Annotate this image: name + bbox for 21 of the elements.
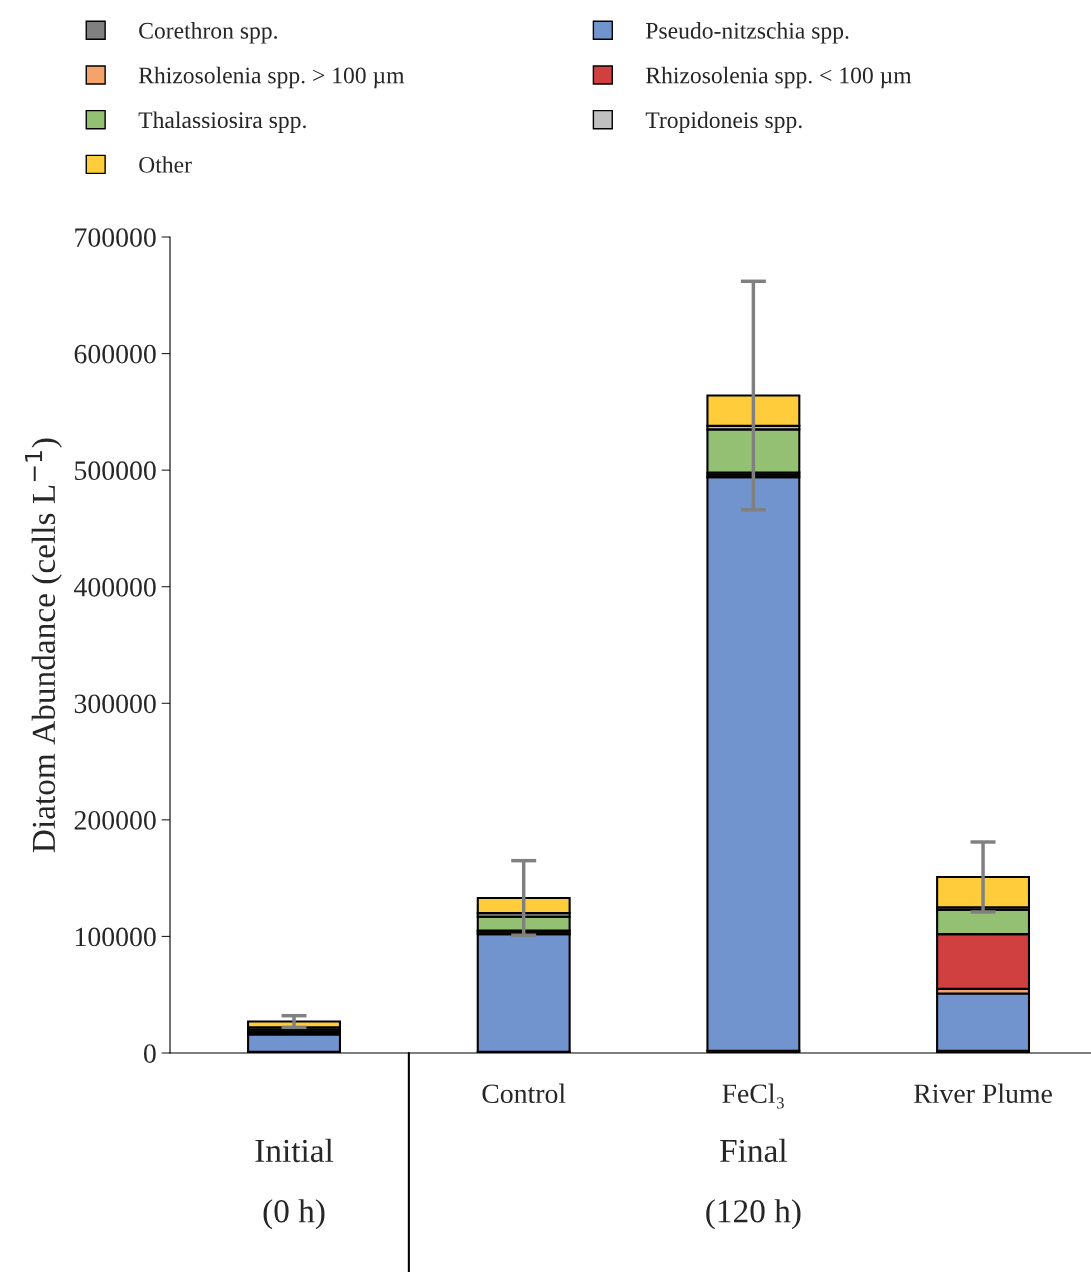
y-tick-label: 700000 <box>75 228 156 247</box>
legend-label: Tropidoneis spp. <box>645 111 802 133</box>
legend-label: Other <box>139 156 192 173</box>
y-tick-label: 300000 <box>74 694 156 714</box>
x-tick-label: Control <box>482 1083 566 1104</box>
legend-label: Thalassiosira spp. <box>138 111 306 133</box>
y-tick-label: 600000 <box>74 344 156 364</box>
legend-label: Corethron spp. <box>139 22 277 44</box>
text: Final (120 h) <box>706 1138 801 1230</box>
text: Initial (0 h) <box>255 1138 334 1230</box>
y-tick-label: 100000 <box>75 927 156 947</box>
x-tick-label: FeCl₃ <box>722 1083 784 1109</box>
y-tick-label: 200000 <box>74 811 156 830</box>
legend-label: Rhizosolenia spp. > 100 µm <box>138 66 405 89</box>
x-tick-label: River Plume <box>914 1083 1052 1104</box>
y-tick-label: 400000 <box>74 577 156 597</box>
legend-label: Pseudo-nitzschia spp. <box>646 22 849 44</box>
y-tick-label: 500000 <box>75 461 156 481</box>
y-tick-label: 0 <box>143 1044 156 1063</box>
y-axis-title: Diatom Abundance (cells L$^{−1}$) <box>25 438 62 853</box>
legend-label: Rhizosolenia spp. < 100 µm <box>646 66 912 89</box>
